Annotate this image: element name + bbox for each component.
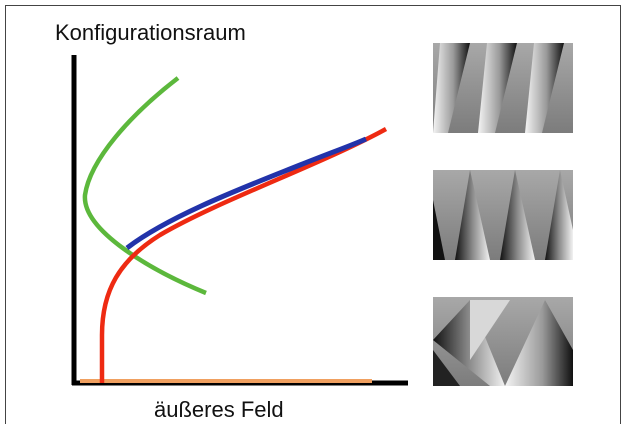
y-axis-label: Konfigurationsraum [55,20,246,45]
x-axis-label: äußeres Feld [154,397,284,422]
pattern-image-2 [433,170,573,260]
pattern-image-1 [433,43,573,133]
pattern-image-3 [433,297,573,386]
green-curve [85,78,206,293]
red-curve [102,129,386,383]
diagram: Konfigurationsraum äußeres Feld [0,0,627,424]
